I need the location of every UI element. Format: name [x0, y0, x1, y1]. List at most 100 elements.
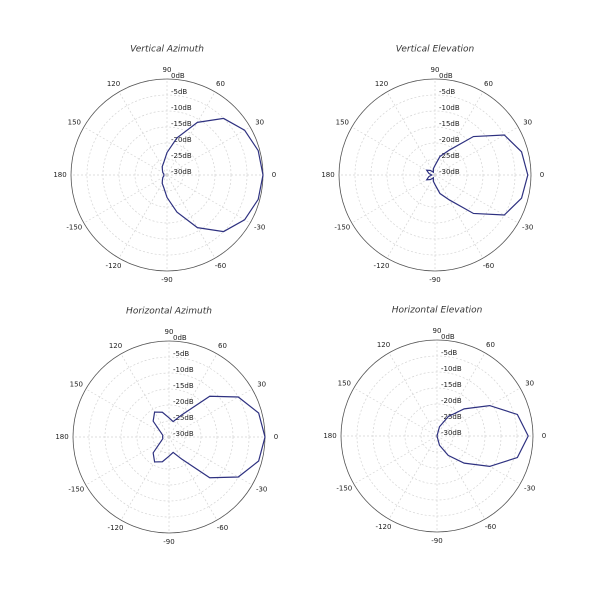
- angle-tick-label: 30: [255, 119, 264, 127]
- angle-tick-label: 150: [68, 119, 81, 127]
- angle-tick-label: 150: [336, 119, 349, 127]
- chart-title: Horizontal Elevation: [392, 306, 483, 316]
- angle-tick-label: -120: [374, 262, 390, 270]
- angle-grid-line: [434, 126, 519, 176]
- radial-tick-label: -5dB: [173, 350, 189, 358]
- radial-tick-label: -15dB: [173, 382, 194, 390]
- radial-tick-label: -20dB: [171, 136, 192, 144]
- radial-tick-label: -25dB: [171, 152, 192, 160]
- outer-circle: [338, 78, 532, 272]
- radial-tick-label: -5dB: [171, 88, 187, 96]
- ring-grid-line: [86, 94, 248, 256]
- radial-tick-label: -25dB: [441, 413, 462, 421]
- ring-grid-line: [386, 126, 484, 224]
- radial-tick-label: -5dB: [439, 88, 455, 96]
- angle-tick-label: 60: [218, 342, 227, 350]
- ring-grid-line: [152, 420, 186, 454]
- angle-tick-label: 60: [486, 341, 495, 349]
- ring-grid-line: [372, 371, 502, 501]
- angle-tick-label: 120: [377, 341, 390, 349]
- ring-grid-line: [404, 403, 470, 469]
- radial-tick-label: -30dB: [171, 168, 192, 176]
- ring-grid-line: [136, 404, 202, 470]
- angle-grid-line: [436, 352, 486, 437]
- ring-grid-line: [118, 126, 216, 224]
- radial-tick-label: -30dB: [441, 429, 462, 437]
- angle-tick-label: -90: [431, 537, 442, 545]
- ring-grid-line: [104, 372, 234, 502]
- radial-tick-label: -30dB: [173, 430, 194, 438]
- pattern-line: [161, 117, 264, 233]
- angle-grid-line: [85, 388, 170, 438]
- ring-grid-line: [354, 94, 516, 256]
- angle-tick-label: 30: [523, 119, 532, 127]
- angle-tick-label: 120: [107, 80, 120, 88]
- radial-tick-label: 0dB: [439, 72, 453, 80]
- angle-tick-label: 30: [257, 381, 266, 389]
- angle-tick-label: 180: [53, 171, 66, 179]
- angle-tick-label: -30: [522, 224, 533, 232]
- angle-tick-label: -150: [334, 224, 350, 232]
- chart-title: Vertical Azimuth: [130, 45, 204, 55]
- angle-tick-label: 60: [216, 80, 225, 88]
- outer-circle: [340, 339, 534, 533]
- radial-tick-label: -15dB: [439, 120, 460, 128]
- angle-grid-line: [166, 174, 216, 259]
- angle-tick-label: 180: [55, 433, 68, 441]
- angle-tick-label: -150: [66, 224, 82, 232]
- angle-tick-label: -60: [485, 523, 496, 531]
- angle-grid-line: [166, 91, 216, 176]
- ring-grid-line: [402, 142, 468, 208]
- angle-tick-label: 180: [323, 432, 336, 440]
- radial-tick-label: -20dB: [441, 397, 462, 405]
- radial-tick-label: -30dB: [439, 168, 460, 176]
- ring-grid-line: [418, 158, 452, 192]
- radial-tick-label: -25dB: [173, 414, 194, 422]
- angle-tick-label: 90: [433, 327, 442, 335]
- radial-tick-label: -10dB: [439, 104, 460, 112]
- angle-grid-line: [168, 353, 218, 438]
- chart-title: Horizontal Azimuth: [126, 307, 212, 317]
- angle-tick-label: -60: [217, 524, 228, 532]
- pattern-line: [436, 404, 529, 468]
- radial-tick-label: -10dB: [441, 365, 462, 373]
- angle-grid-line: [353, 387, 438, 437]
- angle-tick-label: -120: [376, 523, 392, 531]
- ring-grid-line: [388, 387, 486, 485]
- angle-grid-line: [83, 126, 168, 176]
- angle-tick-label: -150: [336, 485, 352, 493]
- angle-tick-label: -30: [524, 485, 535, 493]
- angle-tick-label: -90: [161, 276, 172, 284]
- angle-tick-label: 150: [338, 380, 351, 388]
- angle-tick-label: 60: [484, 80, 493, 88]
- angle-tick-label: 150: [70, 381, 83, 389]
- pattern-line: [425, 134, 529, 216]
- radial-tick-label: -5dB: [441, 349, 457, 357]
- radial-tick-label: -15dB: [171, 120, 192, 128]
- angle-tick-label: -30: [256, 486, 267, 494]
- angle-tick-label: 90: [165, 328, 174, 336]
- angle-tick-label: 120: [109, 342, 122, 350]
- angle-tick-label: 0: [542, 432, 546, 440]
- angle-tick-label: -90: [429, 276, 440, 284]
- ring-grid-line: [370, 110, 500, 240]
- angle-tick-label: -150: [68, 486, 84, 494]
- ring-grid-line: [120, 388, 218, 486]
- angle-tick-label: -60: [483, 262, 494, 270]
- angle-tick-label: 120: [375, 80, 388, 88]
- angle-grid-line: [436, 387, 521, 437]
- angle-grid-line: [168, 436, 218, 521]
- angle-grid-line: [351, 126, 436, 176]
- radial-tick-label: 0dB: [173, 334, 187, 342]
- radial-tick-label: -15dB: [441, 381, 462, 389]
- angle-tick-label: -60: [215, 262, 226, 270]
- angle-tick-label: -30: [254, 224, 265, 232]
- angle-tick-label: -120: [106, 262, 122, 270]
- angle-tick-label: 30: [525, 380, 534, 388]
- angle-tick-label: 90: [163, 66, 172, 74]
- angle-grid-line: [434, 91, 484, 176]
- angle-grid-line: [434, 174, 484, 259]
- angle-tick-label: -90: [163, 538, 174, 546]
- radial-tick-label: -20dB: [439, 136, 460, 144]
